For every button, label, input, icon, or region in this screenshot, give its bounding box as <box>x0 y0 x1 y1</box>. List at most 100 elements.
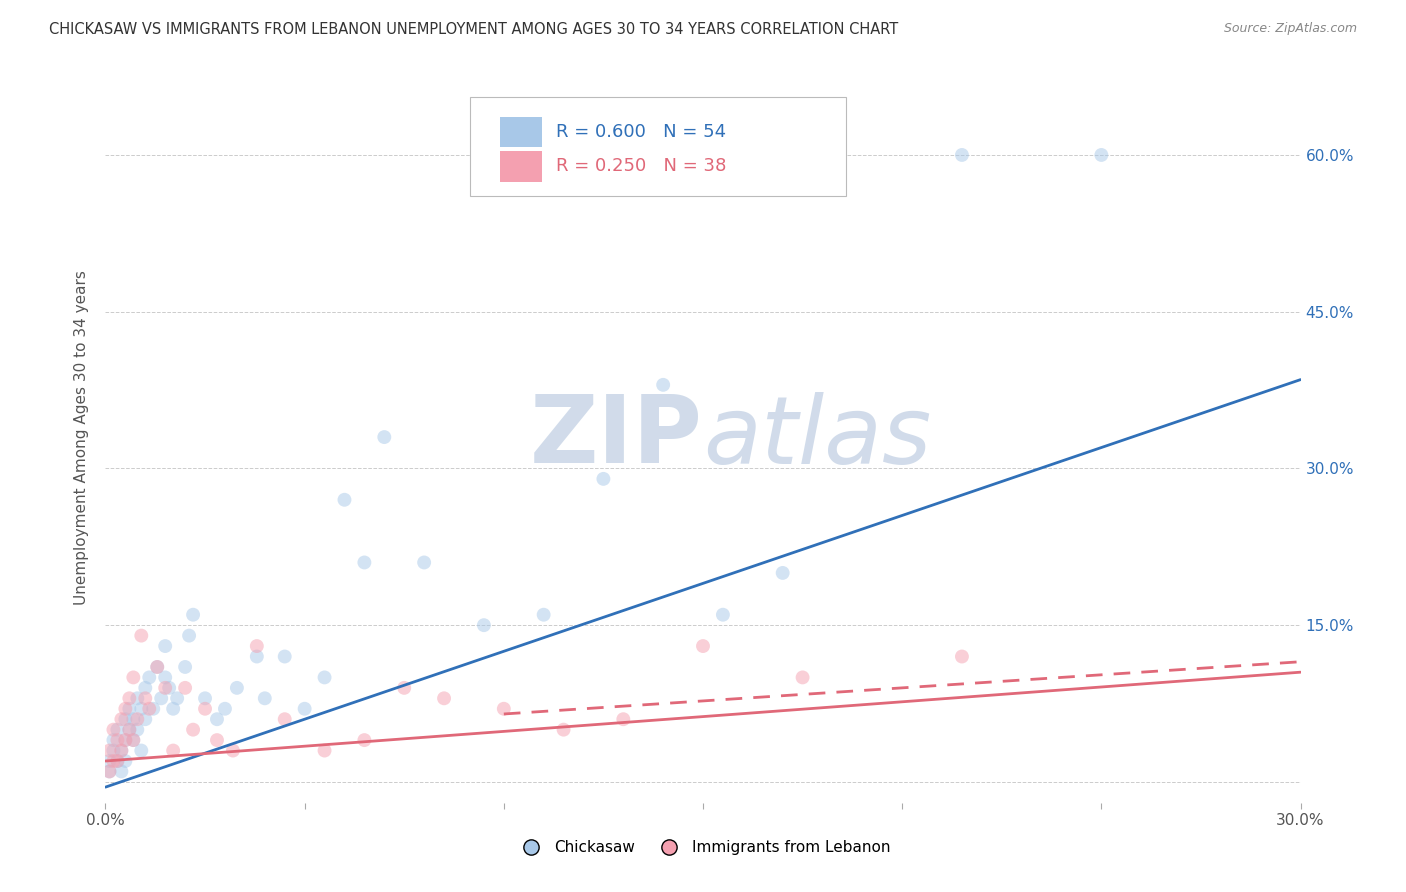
Point <box>246 649 269 664</box>
Point <box>157 681 180 695</box>
Point <box>110 743 132 757</box>
Point <box>177 629 201 643</box>
Point <box>134 681 156 695</box>
Point <box>162 702 184 716</box>
Point <box>194 691 217 706</box>
Point <box>174 681 197 695</box>
Point <box>146 660 169 674</box>
Point <box>138 702 160 716</box>
Point <box>373 430 395 444</box>
Point <box>553 723 575 737</box>
Point <box>127 712 149 726</box>
Point <box>166 691 188 706</box>
FancyBboxPatch shape <box>501 117 541 147</box>
Point <box>107 733 129 747</box>
Point <box>314 670 336 684</box>
Point <box>127 723 149 737</box>
Point <box>103 733 125 747</box>
Point <box>122 712 145 726</box>
Point <box>273 649 295 664</box>
Point <box>134 712 156 726</box>
Point <box>222 743 245 757</box>
Point <box>692 639 714 653</box>
FancyBboxPatch shape <box>501 151 541 182</box>
Point <box>592 472 614 486</box>
Text: ZIP: ZIP <box>530 391 703 483</box>
Point <box>153 670 177 684</box>
Point <box>413 556 436 570</box>
Point <box>314 743 336 757</box>
Point <box>225 681 249 695</box>
Text: CHICKASAW VS IMMIGRANTS FROM LEBANON UNEMPLOYMENT AMONG AGES 30 TO 34 YEARS CORR: CHICKASAW VS IMMIGRANTS FROM LEBANON UNE… <box>49 22 898 37</box>
Point <box>122 670 145 684</box>
Point <box>107 754 129 768</box>
Point <box>492 702 515 716</box>
Point <box>103 754 125 768</box>
Point <box>146 660 169 674</box>
Point <box>181 723 204 737</box>
Point <box>138 670 160 684</box>
Point <box>950 148 973 162</box>
Point <box>118 723 141 737</box>
Point <box>353 556 375 570</box>
Point <box>153 681 177 695</box>
Point <box>174 660 197 674</box>
Point <box>98 764 121 779</box>
Point <box>214 702 236 716</box>
Point <box>107 754 129 768</box>
Point <box>294 702 316 716</box>
Text: R = 0.250   N = 38: R = 0.250 N = 38 <box>555 158 727 176</box>
Point <box>205 733 228 747</box>
Point <box>253 691 276 706</box>
Point <box>122 733 145 747</box>
Point <box>129 629 153 643</box>
Point <box>103 723 125 737</box>
Point <box>612 712 634 726</box>
Point <box>772 566 794 580</box>
Point <box>205 712 228 726</box>
Point <box>129 702 153 716</box>
Point <box>110 743 132 757</box>
Point <box>246 639 269 653</box>
Point <box>103 743 125 757</box>
Point <box>118 691 141 706</box>
Point <box>118 702 141 716</box>
Point <box>118 723 141 737</box>
Point <box>273 712 295 726</box>
Text: Source: ZipAtlas.com: Source: ZipAtlas.com <box>1223 22 1357 36</box>
Point <box>333 492 356 507</box>
Point <box>353 733 375 747</box>
Point <box>652 377 675 392</box>
Point <box>181 607 204 622</box>
Point <box>792 670 814 684</box>
Point <box>114 702 136 716</box>
Y-axis label: Unemployment Among Ages 30 to 34 years: Unemployment Among Ages 30 to 34 years <box>75 269 90 605</box>
Point <box>134 691 156 706</box>
Point <box>392 681 416 695</box>
Point <box>98 764 121 779</box>
Point <box>142 702 165 716</box>
Point <box>153 639 177 653</box>
Point <box>114 712 136 726</box>
FancyBboxPatch shape <box>470 97 846 195</box>
Point <box>98 754 121 768</box>
Legend: Chickasaw, Immigrants from Lebanon: Chickasaw, Immigrants from Lebanon <box>510 834 896 861</box>
Point <box>114 733 136 747</box>
Point <box>127 691 149 706</box>
Point <box>162 743 184 757</box>
Point <box>107 723 129 737</box>
Point <box>194 702 217 716</box>
Point <box>98 743 121 757</box>
Point <box>950 649 973 664</box>
Text: atlas: atlas <box>703 392 931 483</box>
Point <box>114 733 136 747</box>
Point <box>533 607 555 622</box>
Point <box>1090 148 1112 162</box>
Point <box>114 754 136 768</box>
Point <box>150 691 173 706</box>
Point <box>122 733 145 747</box>
Point <box>110 712 132 726</box>
Point <box>433 691 456 706</box>
Point <box>110 764 132 779</box>
Text: R = 0.600   N = 54: R = 0.600 N = 54 <box>555 123 725 141</box>
